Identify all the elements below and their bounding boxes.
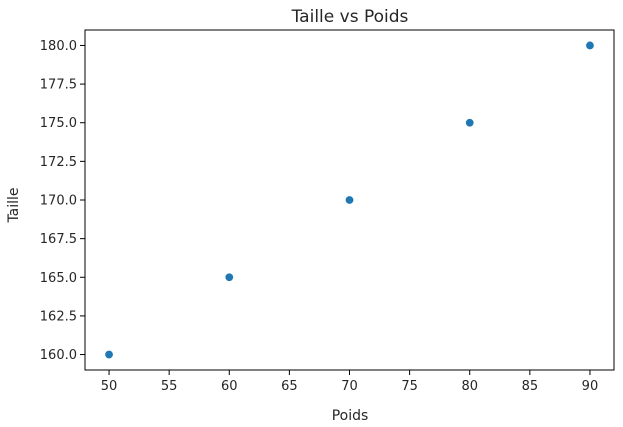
y-tick-label: 170.0 xyxy=(40,194,77,209)
scatter-point xyxy=(465,118,475,128)
x-tick-label: 50 xyxy=(101,379,118,394)
y-tick-label: 180.0 xyxy=(40,39,77,54)
x-tick-label: 85 xyxy=(522,379,539,394)
y-tick-label: 167.5 xyxy=(40,232,77,247)
scatter-point xyxy=(104,350,114,360)
x-tick-label: 55 xyxy=(161,379,178,394)
scatter-point xyxy=(585,40,595,50)
y-tick-label: 165.0 xyxy=(40,271,77,286)
y-axis-label: Taille xyxy=(6,187,22,223)
x-tick-label: 80 xyxy=(461,379,478,394)
y-tick-label: 162.5 xyxy=(40,309,77,324)
x-axis-label: Poids xyxy=(332,408,369,424)
scatter-point xyxy=(224,272,234,282)
chart-title: Taille vs Poids xyxy=(291,7,409,27)
scatter-point xyxy=(344,195,354,205)
x-tick-label: 90 xyxy=(582,379,599,394)
x-tick-label: 75 xyxy=(401,379,418,394)
y-axis: 160.0 162.5 165.0 167.5 170.0 172.5 175.0 177.5… xyxy=(40,39,85,363)
x-tick-label: 60 xyxy=(221,379,238,394)
y-tick-label: 177.5 xyxy=(40,78,77,93)
x-axis: 50 55 60 65 70 75 80 85 90 xyxy=(101,370,598,394)
x-tick-label: 70 xyxy=(341,379,358,394)
data-points xyxy=(104,40,595,360)
y-tick-label: 175.0 xyxy=(40,116,77,131)
x-tick-label: 65 xyxy=(281,379,298,394)
y-tick-label: 172.5 xyxy=(40,155,77,170)
y-tick-label: 160.0 xyxy=(40,348,77,363)
